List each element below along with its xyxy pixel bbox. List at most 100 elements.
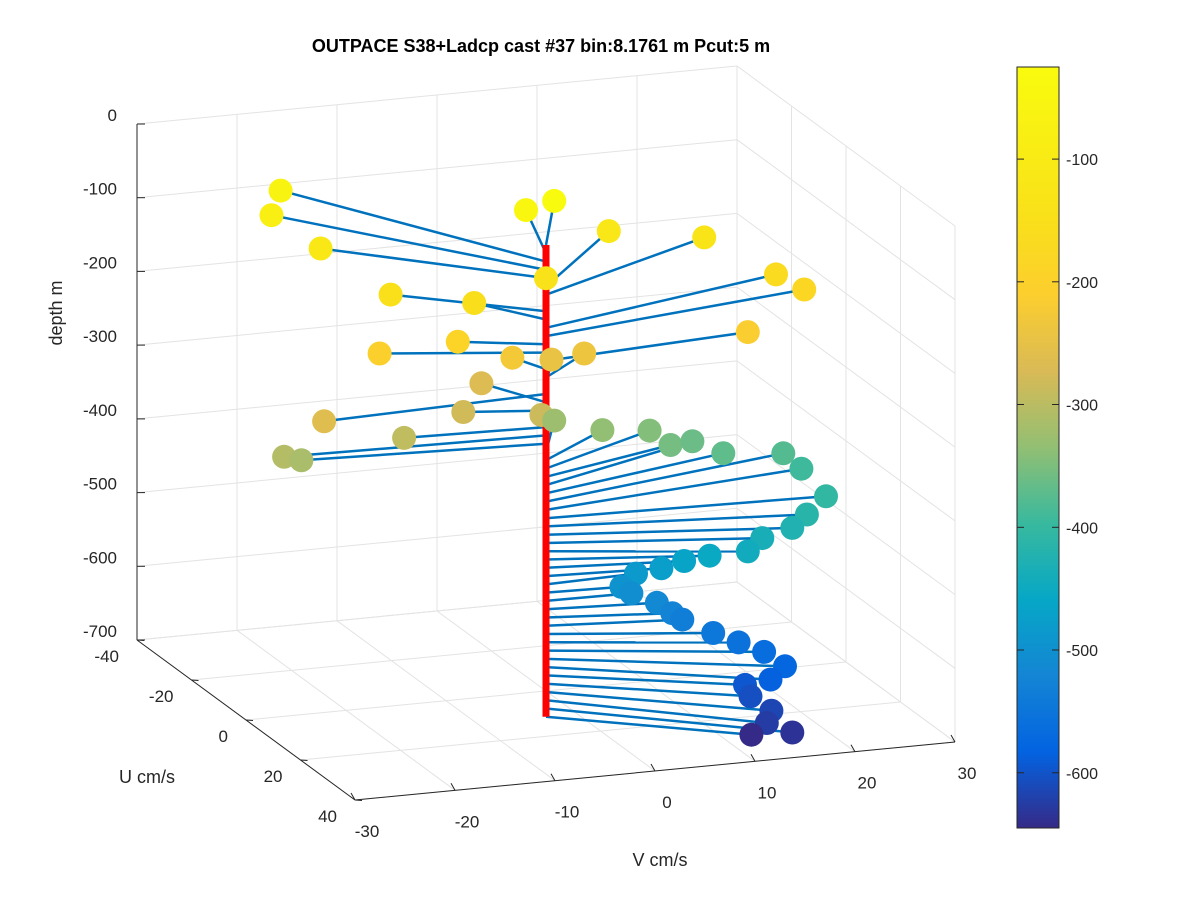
z-tick-label: -700 <box>83 622 117 641</box>
data-point <box>726 630 751 655</box>
data-point <box>259 203 284 228</box>
data-point <box>539 347 564 372</box>
z-tick-label: -600 <box>83 548 117 567</box>
data-point <box>500 345 525 370</box>
z-tick-label: -500 <box>83 475 117 494</box>
data-point <box>692 225 717 250</box>
x-tick-label: 30 <box>958 764 977 783</box>
velocity-vector <box>545 236 705 296</box>
data-point <box>780 515 805 540</box>
data-point <box>735 320 760 345</box>
data-point <box>542 408 567 433</box>
y-tick-mark <box>354 799 363 801</box>
velocity-vector <box>545 513 807 528</box>
velocity-vector <box>545 443 671 479</box>
x-tick-mark <box>450 783 456 791</box>
grid-line <box>736 139 956 301</box>
data-point <box>312 409 337 434</box>
x-axis-label: V cm/s <box>632 850 687 870</box>
x-tick-mark <box>550 773 556 781</box>
velocity-vector <box>545 611 673 619</box>
chart-title: OUTPACE S38+Ladcp cast #37 bin:8.1761 m … <box>312 36 770 56</box>
velocity-vector <box>545 618 683 628</box>
y-tick-label: -40 <box>94 647 119 666</box>
axes <box>136 123 956 801</box>
tick-labels: -30-20-100102030-40-20020400-100-200-300… <box>83 106 976 841</box>
z-tick-label: -400 <box>83 401 117 420</box>
data-point <box>590 418 615 443</box>
grid-line <box>136 507 738 567</box>
x-tick-label: 10 <box>758 783 777 802</box>
data-point <box>738 684 763 709</box>
data-point <box>469 371 494 396</box>
velocity-vector <box>545 526 793 536</box>
data-point <box>672 549 697 573</box>
velocity-vector <box>545 665 771 681</box>
z-axis-label: depth m <box>46 280 66 345</box>
data-point <box>308 236 333 261</box>
grid-line <box>736 65 956 227</box>
grid-line <box>736 286 956 448</box>
z-tick-label: -200 <box>83 253 117 272</box>
velocity-vector <box>545 451 724 495</box>
data-point <box>637 418 662 443</box>
velocity-vector <box>283 434 547 459</box>
velocity-vector <box>545 429 651 470</box>
y-tick-label: -20 <box>149 687 174 706</box>
colorbar-tick-label: -300 <box>1066 398 1098 415</box>
x-tick-label: -10 <box>555 803 580 822</box>
z-tick-label: 0 <box>108 106 117 125</box>
velocity-vector <box>545 452 784 503</box>
y-tick-mark <box>191 679 199 681</box>
velocity-vector <box>404 425 547 440</box>
data-point <box>619 581 644 606</box>
data-point <box>789 456 814 481</box>
velocity-vector <box>280 189 547 263</box>
colorbar-ticks: -100 -200 -300 -400 -500 -600 <box>1017 152 1098 783</box>
x-tick-mark <box>350 792 356 801</box>
data-point <box>780 720 805 745</box>
x-tick-label: -30 <box>355 822 380 841</box>
velocity-vector <box>323 392 547 423</box>
velocity-vector <box>545 601 657 611</box>
data-point <box>680 429 705 454</box>
grid-lines <box>136 65 956 801</box>
velocity-vector <box>545 682 751 698</box>
x-tick-mark <box>650 763 656 772</box>
grid-line <box>136 434 738 494</box>
velocity-vector <box>545 495 827 520</box>
velocity-vector <box>545 467 802 512</box>
y-tick-label: 0 <box>219 727 228 746</box>
data-point <box>792 277 817 302</box>
colorbar: -100 -200 -300 -400 -500 -600 <box>1016 66 1098 829</box>
data-point <box>534 266 558 291</box>
data-point <box>268 178 293 203</box>
grid-line <box>136 360 738 420</box>
y-tick-label: 40 <box>318 807 337 826</box>
data-point <box>758 667 783 692</box>
grid-line <box>736 360 956 522</box>
velocity-vector <box>545 698 767 725</box>
data-point <box>649 556 674 581</box>
data-point <box>542 188 567 213</box>
data-point <box>462 291 487 315</box>
data-point <box>771 441 796 466</box>
velocity-vector <box>457 340 547 346</box>
data-point <box>572 341 597 366</box>
colorbar-gradient <box>1016 66 1060 829</box>
colorbar-tick-label: -600 <box>1066 766 1098 783</box>
data-point <box>814 484 838 509</box>
x-tick-label: -20 <box>455 812 480 831</box>
colorbar-tick-label: -200 <box>1066 275 1098 292</box>
x-tick-mark <box>950 734 956 743</box>
data-point <box>392 425 417 450</box>
data-point <box>445 329 470 354</box>
velocity-vector <box>301 442 547 462</box>
data-point <box>670 607 695 632</box>
data-point <box>764 262 788 287</box>
x-tick-label: 20 <box>858 774 877 793</box>
velocity-vector <box>473 301 547 321</box>
z-tick-label: -300 <box>83 327 117 346</box>
grid-line <box>136 212 738 272</box>
